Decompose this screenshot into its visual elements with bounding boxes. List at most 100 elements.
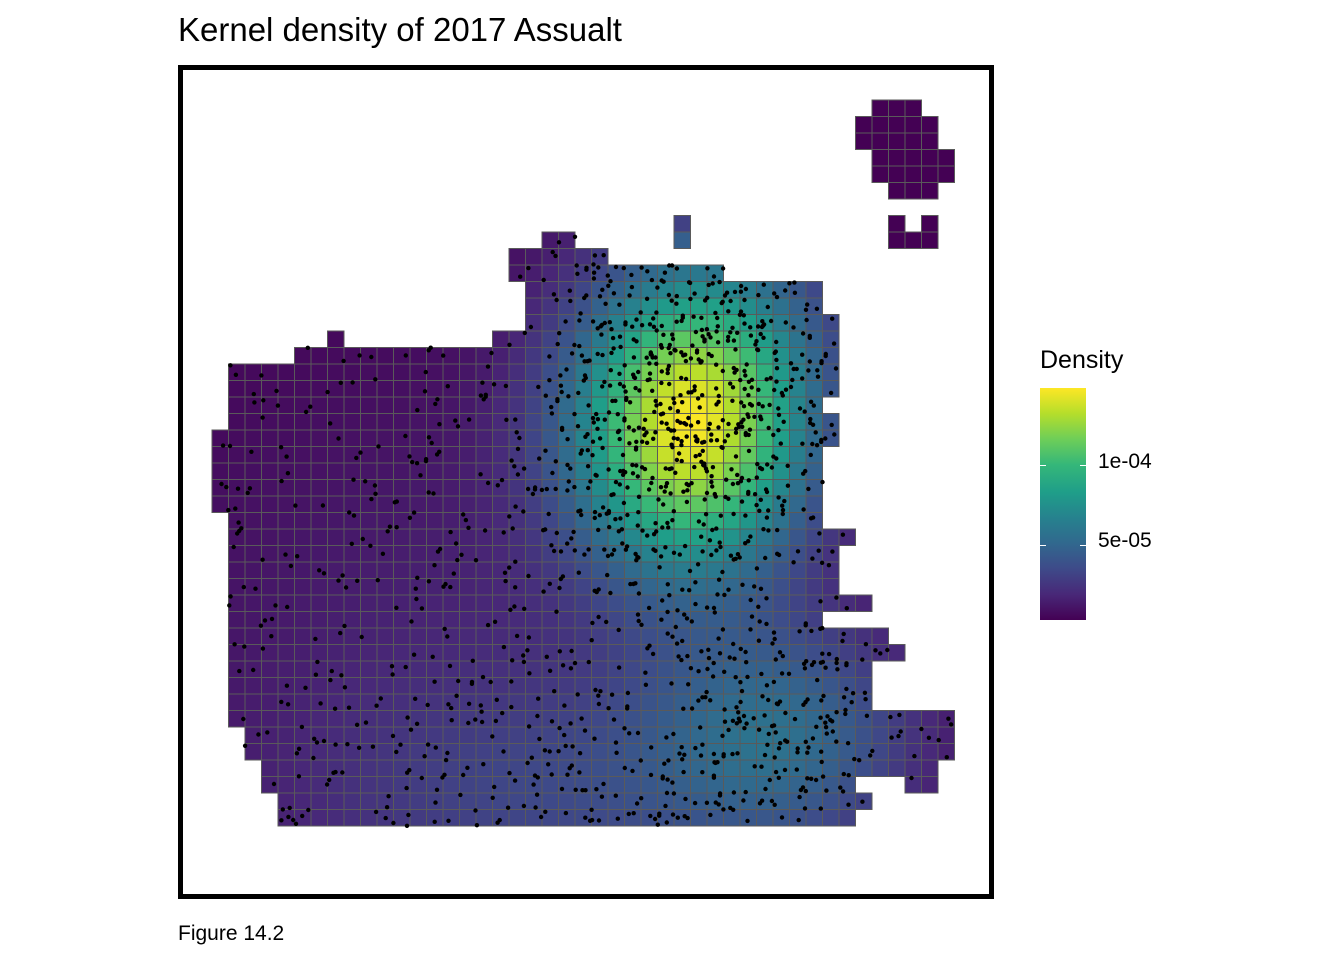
incident-point [288, 563, 294, 569]
incident-point [647, 377, 652, 382]
incident-point [602, 547, 607, 552]
incident-point [754, 339, 759, 344]
incident-point [864, 713, 870, 718]
incident-point [433, 745, 438, 750]
incident-point [803, 621, 808, 626]
density-cell [327, 809, 345, 827]
density-cell [327, 644, 345, 662]
density-cell [789, 710, 807, 728]
incident-point [763, 555, 768, 561]
incident-point [819, 560, 825, 565]
incident-point [666, 292, 672, 298]
incident-point [448, 529, 453, 535]
incident-point [803, 739, 808, 744]
legend-tick [1080, 464, 1086, 466]
density-cell [904, 710, 922, 728]
density-cell [789, 545, 807, 563]
incident-point [722, 707, 727, 712]
incident-point [863, 697, 868, 702]
incident-point [360, 536, 365, 542]
incident-point [585, 448, 590, 453]
density-cell [508, 776, 526, 794]
incident-point [675, 608, 680, 613]
density-cell [492, 347, 510, 365]
incident-point [846, 802, 851, 807]
density-cell [624, 743, 642, 761]
incident-point [756, 604, 761, 609]
density-cell [756, 479, 774, 497]
incident-point [480, 380, 485, 385]
incident-point [666, 363, 672, 369]
incident-point [749, 385, 754, 390]
density-cell [277, 578, 295, 596]
density-cell [756, 809, 774, 827]
incident-point [742, 368, 747, 374]
incident-point [680, 757, 685, 762]
density-cell [426, 693, 444, 711]
incident-point [769, 723, 775, 729]
incident-point [649, 480, 654, 486]
incident-point [508, 607, 513, 612]
incident-point [736, 710, 741, 715]
incident-point [683, 796, 688, 802]
incident-point [776, 746, 782, 751]
incident-point [563, 810, 569, 816]
density-cell [690, 363, 708, 381]
density-cell [327, 330, 345, 348]
incident-point [336, 578, 341, 583]
incident-point [688, 356, 694, 361]
density-cell [525, 594, 543, 612]
incident-point [674, 457, 680, 463]
incident-point [518, 274, 523, 279]
incident-point [582, 295, 587, 301]
incident-point [556, 240, 562, 245]
incident-point [653, 430, 658, 435]
incident-point [637, 388, 642, 393]
incident-point [889, 735, 894, 740]
incident-point [605, 572, 610, 578]
density-cell [310, 660, 328, 678]
incident-point [380, 551, 386, 556]
density-cell [673, 512, 691, 530]
density-cell [228, 380, 246, 398]
density-cell [492, 512, 510, 530]
incident-point [634, 317, 639, 322]
density-cell [640, 281, 658, 299]
incident-point [575, 424, 581, 429]
incident-point [569, 536, 574, 541]
incident-point [717, 651, 723, 656]
density-cell [277, 710, 295, 728]
incident-point [815, 677, 820, 683]
incident-point [764, 377, 769, 382]
incident-point [650, 355, 655, 360]
incident-point [403, 353, 408, 358]
density-cell [310, 413, 328, 431]
incident-point [455, 424, 461, 429]
incident-point [611, 717, 617, 722]
incident-point [559, 786, 565, 792]
incident-point [226, 507, 231, 513]
incident-point [635, 523, 640, 528]
incident-point [686, 415, 691, 421]
incident-point [647, 371, 653, 376]
incident-point [546, 511, 551, 517]
density-cell [492, 743, 510, 761]
density-cell [805, 314, 823, 332]
incident-point [800, 331, 806, 336]
density-cell [310, 809, 328, 827]
incident-point [631, 337, 636, 342]
density-cell [426, 726, 444, 744]
density-cell [376, 429, 394, 447]
density-cell [343, 545, 361, 563]
incident-point [716, 393, 721, 399]
incident-point [588, 479, 593, 484]
incident-point [535, 713, 540, 719]
incident-point [615, 816, 620, 821]
density-cell [376, 693, 394, 711]
incident-point [669, 466, 674, 471]
incident-point [480, 674, 486, 680]
incident-point [607, 383, 613, 388]
incident-point [591, 262, 596, 267]
incident-point [752, 492, 758, 497]
density-cell [591, 644, 609, 662]
